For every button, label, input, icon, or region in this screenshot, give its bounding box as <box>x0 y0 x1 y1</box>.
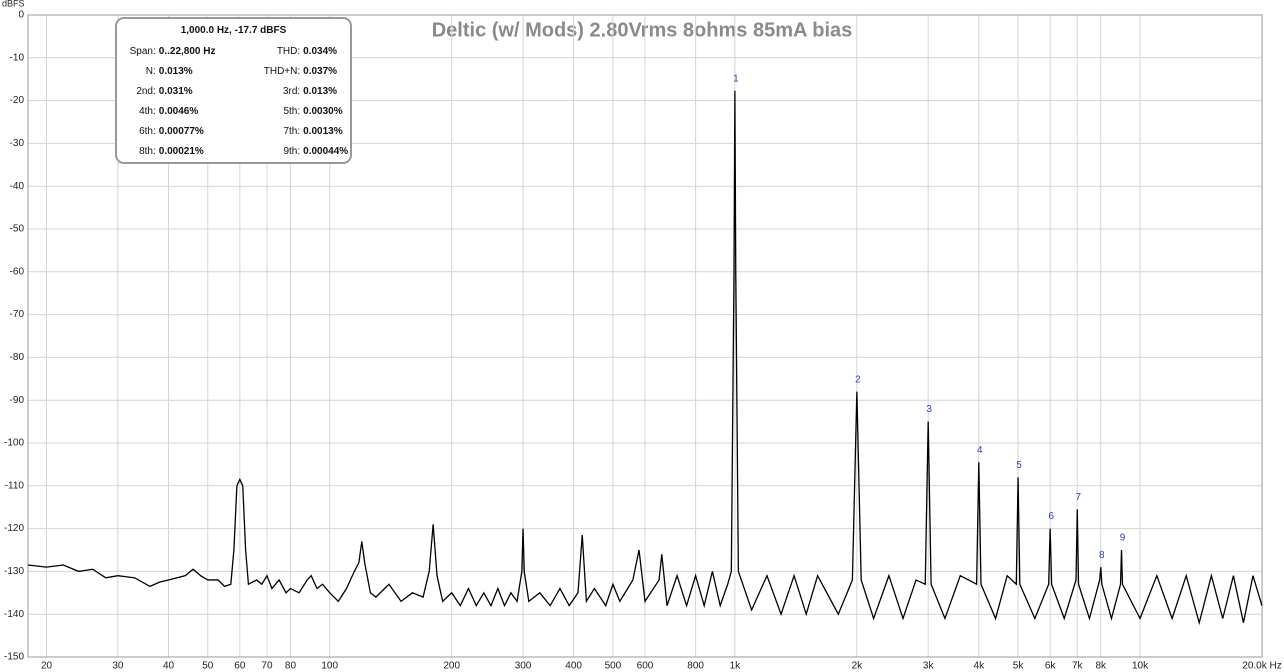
y-tick-label: -100 <box>4 438 24 449</box>
info-label: 6th: <box>139 125 156 137</box>
harmonic-label: 8 <box>1099 550 1105 561</box>
harmonic-label: 5 <box>1016 460 1022 471</box>
info-row: 4th: 0.0046% 5th: 0.0030% <box>117 101 350 121</box>
info-value: 0.0046% <box>158 105 199 117</box>
harmonic-label: 1 <box>733 73 739 84</box>
plot-border <box>27 14 1263 658</box>
info-label: 4th: <box>139 105 156 117</box>
harmonic-label: 4 <box>977 445 983 456</box>
x-tick-label: 6k <box>1045 661 1057 672</box>
y-tick-label: -90 <box>10 395 25 406</box>
info-row: 6th: 0.00077% 7th: 0.0013% <box>117 121 350 141</box>
info-row: Span: 0..22,800 Hz THD: 0.034% <box>117 41 350 61</box>
info-label: THD+N: <box>263 65 301 77</box>
x-tick-label: 50 <box>202 661 214 672</box>
info-label: 9th: <box>283 145 301 157</box>
info-label: 7th: <box>283 125 301 137</box>
harmonic-label: 7 <box>1075 492 1081 503</box>
info-table: Span: 0..22,800 Hz THD: 0.034% N: 0.013% THD+N… <box>117 41 350 161</box>
x-tick-label: 500 <box>605 661 622 672</box>
info-value: 0.037% <box>303 65 338 77</box>
x-tick-label: 20.0k Hz <box>1242 661 1281 672</box>
x-tick-label: 600 <box>637 661 654 672</box>
x-tick-label: 100 <box>321 661 338 672</box>
y-tick-label: -140 <box>4 609 24 620</box>
harmonic-label: 6 <box>1048 511 1054 522</box>
info-box: 1,000.0 Hz, -17.7 dBFS Span: 0..22,800 Hz… <box>115 17 352 164</box>
x-tick-label: 70 <box>261 661 273 672</box>
x-tick-label: 4k <box>974 661 986 672</box>
x-tick-label: 10k <box>1132 661 1149 672</box>
info-label: 5th: <box>283 105 301 117</box>
info-value: 0.0030% <box>303 105 343 117</box>
x-tick-label: 3k <box>923 661 935 672</box>
info-value: 0.013% <box>303 85 338 97</box>
y-tick-label: -120 <box>4 523 24 534</box>
x-tick-label: 1k <box>730 661 742 672</box>
x-tick-label: 400 <box>565 661 582 672</box>
chart-title: Deltic (w/ Mods) 2.80Vrms 8ohms 85mA bia… <box>432 19 853 41</box>
y-axis-label: dBFS <box>2 0 25 8</box>
y-tick-label: -50 <box>10 224 25 235</box>
y-tick-label: -150 <box>4 652 24 663</box>
info-value: 0.00021% <box>158 145 204 157</box>
x-tick-label: 80 <box>285 661 297 672</box>
y-tick-label: -40 <box>10 181 25 192</box>
info-value: 0.034% <box>303 45 338 57</box>
x-tick-label: 7k <box>1072 661 1084 672</box>
info-row: 2nd: 0.031% 3rd: 0.013% <box>117 81 350 101</box>
info-value: 0.00077% <box>158 125 204 137</box>
x-tick-label: 2k <box>852 661 864 672</box>
info-value: 0.0013% <box>303 125 343 137</box>
y-tick-label: -110 <box>5 480 25 491</box>
spectrum-line <box>27 90 1263 626</box>
x-tick-label: 60 <box>234 661 246 672</box>
x-tick-label: 200 <box>443 661 460 672</box>
info-label: THD: <box>276 45 301 57</box>
x-tick-label: 300 <box>515 661 532 672</box>
info-row: N: 0.013% THD+N: 0.037% <box>117 61 350 81</box>
x-tick-label: 800 <box>687 661 704 672</box>
info-value: 0.00044% <box>303 145 349 157</box>
info-value: 0..22,800 Hz <box>158 45 216 57</box>
harmonic-label: 3 <box>926 404 932 415</box>
x-tick-label: 20 <box>41 661 53 672</box>
info-label: N: <box>145 65 156 77</box>
x-tick-label: 8k <box>1095 661 1107 672</box>
harmonic-label: 2 <box>855 374 861 385</box>
y-tick-label: -70 <box>10 309 25 320</box>
info-row: 8th: 0.00021% 9th: 0.00044% <box>117 141 350 161</box>
info-label: 8th: <box>139 145 156 157</box>
y-tick-label: -30 <box>10 138 25 149</box>
info-header: 1,000.0 Hz, -17.7 dBFS <box>180 25 287 36</box>
info-label: 2nd: <box>136 85 156 97</box>
x-tick-label: 40 <box>163 661 175 672</box>
y-tick-label: -20 <box>10 95 25 106</box>
info-value: 0.013% <box>158 65 193 77</box>
y-tick-label: -80 <box>10 352 25 363</box>
x-tick-label: 5k <box>1013 661 1025 672</box>
y-tick-label: -10 <box>10 52 25 63</box>
info-value: 0.031% <box>158 85 193 97</box>
y-tick-label: -130 <box>4 566 24 577</box>
y-tick-label: 0 <box>18 10 24 21</box>
x-tick-label: 30 <box>112 661 124 672</box>
y-tick-label: -60 <box>10 266 25 277</box>
info-label: 3rd: <box>282 85 301 97</box>
info-label: Span: <box>129 45 156 57</box>
harmonic-label: 9 <box>1120 533 1126 544</box>
